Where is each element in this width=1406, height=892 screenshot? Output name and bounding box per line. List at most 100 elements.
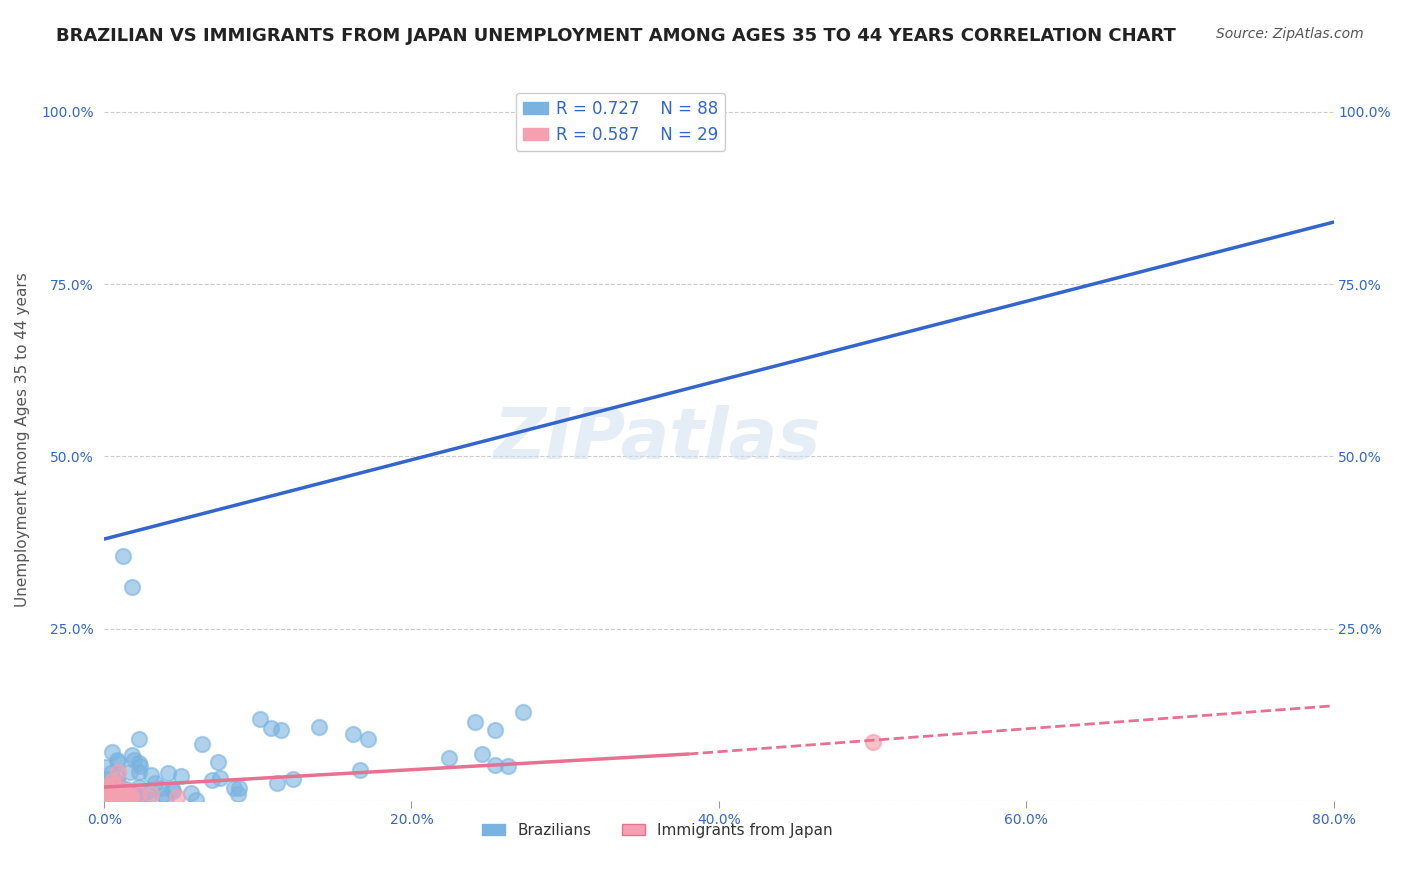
- Point: [97, 787, 120, 801]
- Point: [342, 727, 364, 741]
- Point: [117, 789, 139, 803]
- Point: [97, 792, 120, 806]
- Point: [308, 720, 330, 734]
- Point: [128, 788, 150, 802]
- Point: [484, 723, 506, 738]
- Point: [105, 790, 128, 805]
- Point: [498, 759, 520, 773]
- Point: [111, 789, 134, 803]
- Point: [862, 735, 884, 749]
- Point: [349, 764, 371, 778]
- Point: [104, 787, 127, 801]
- Point: [107, 789, 129, 804]
- Point: [96, 782, 118, 797]
- Point: [101, 792, 124, 806]
- Point: [512, 706, 534, 720]
- Point: [135, 784, 157, 798]
- Point: [100, 791, 122, 805]
- Point: [94, 782, 117, 797]
- Point: [222, 780, 245, 795]
- Point: [94, 793, 117, 807]
- Point: [103, 793, 125, 807]
- Point: [96, 790, 118, 805]
- Point: [112, 793, 135, 807]
- Point: [266, 776, 288, 790]
- Point: [103, 789, 125, 804]
- Point: [115, 789, 138, 804]
- Point: [439, 751, 461, 765]
- Point: [101, 782, 124, 797]
- Point: [208, 772, 231, 786]
- Point: [118, 788, 141, 802]
- Point: [156, 765, 179, 780]
- Point: [471, 747, 494, 761]
- Point: [124, 787, 146, 801]
- Point: [111, 549, 134, 564]
- Point: [110, 781, 132, 796]
- Point: [117, 789, 139, 804]
- Point: [180, 786, 202, 800]
- Point: [129, 789, 152, 803]
- Point: [160, 781, 183, 796]
- Point: [128, 732, 150, 747]
- Point: [357, 732, 380, 747]
- Point: [111, 789, 134, 804]
- Point: [111, 787, 134, 801]
- Point: [118, 790, 141, 805]
- Point: [107, 789, 129, 804]
- Point: [105, 778, 128, 792]
- Point: [249, 712, 271, 726]
- Point: [121, 788, 143, 802]
- Point: [122, 753, 145, 767]
- Point: [207, 756, 229, 770]
- Point: [143, 776, 166, 790]
- Point: [464, 714, 486, 729]
- Point: [170, 769, 193, 783]
- Point: [1337, 104, 1360, 119]
- Point: [100, 783, 122, 797]
- Point: [114, 791, 136, 805]
- Text: BRAZILIAN VS IMMIGRANTS FROM JAPAN UNEMPLOYMENT AMONG AGES 35 TO 44 YEARS CORREL: BRAZILIAN VS IMMIGRANTS FROM JAPAN UNEMP…: [56, 27, 1175, 45]
- Point: [191, 737, 214, 751]
- Point: [186, 793, 208, 807]
- Point: [94, 760, 117, 774]
- Point: [120, 789, 142, 804]
- Point: [103, 791, 125, 805]
- Point: [228, 787, 250, 801]
- Point: [97, 780, 120, 794]
- Point: [98, 789, 121, 804]
- Point: [260, 721, 283, 735]
- Point: [484, 758, 506, 772]
- Point: [101, 774, 124, 789]
- Point: [107, 755, 129, 769]
- Point: [98, 787, 121, 801]
- Point: [94, 776, 117, 790]
- Point: [107, 764, 129, 779]
- Point: [101, 793, 124, 807]
- Point: [107, 776, 129, 790]
- Point: [139, 787, 162, 801]
- Text: Source: ZipAtlas.com: Source: ZipAtlas.com: [1216, 27, 1364, 41]
- Point: [129, 758, 152, 772]
- Point: [228, 781, 250, 796]
- Point: [117, 793, 139, 807]
- Point: [283, 772, 305, 786]
- Point: [270, 723, 292, 738]
- Point: [128, 780, 150, 794]
- Point: [97, 789, 120, 803]
- Point: [103, 779, 125, 793]
- Point: [121, 791, 143, 805]
- Point: [96, 772, 118, 787]
- Point: [101, 790, 124, 805]
- Point: [108, 789, 131, 804]
- Point: [104, 781, 127, 796]
- Point: [98, 785, 121, 799]
- Point: [112, 789, 135, 804]
- Point: [155, 791, 177, 805]
- Point: [117, 792, 139, 806]
- Point: [115, 781, 138, 796]
- Point: [201, 772, 224, 787]
- Point: [121, 580, 143, 594]
- Point: [98, 784, 121, 798]
- Point: [128, 756, 150, 771]
